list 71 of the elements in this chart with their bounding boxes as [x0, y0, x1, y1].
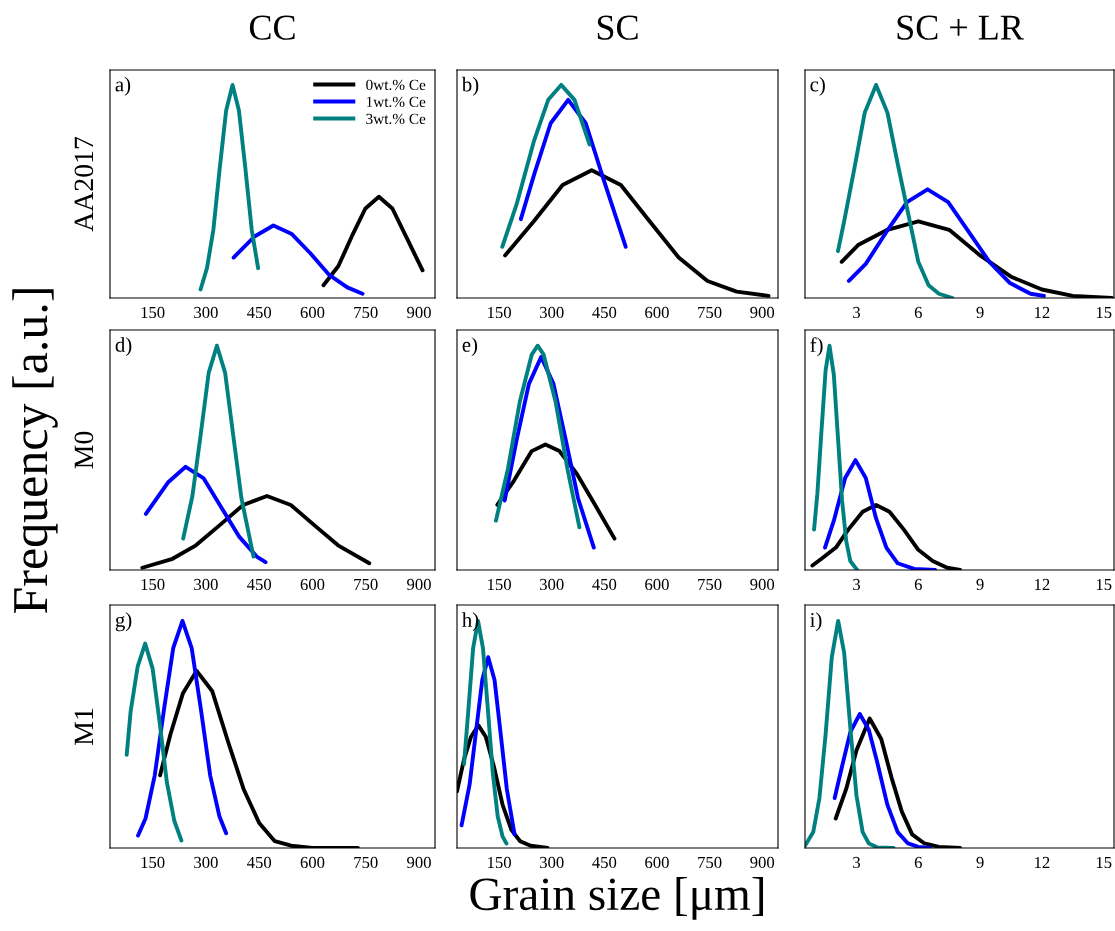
x-tick-label: 300 [540, 578, 564, 591]
x-tick-label: 750 [698, 856, 722, 869]
x-tick-label: 150 [141, 306, 165, 319]
x-tick-label: 15 [1096, 578, 1112, 591]
x-tick-label: 900 [407, 856, 431, 869]
annotation: a) [115, 76, 131, 96]
x-tick-label: 750 [698, 306, 722, 319]
chart-title: SC [597, 15, 638, 40]
legend-label: 3wt.% Ce [366, 113, 426, 125]
x-tick-label: 600 [300, 306, 325, 319]
x-tick-label: 3 [853, 306, 861, 319]
x-tick-label: 900 [407, 306, 431, 319]
text: Frequency [a.u.] [12, 289, 58, 614]
annotation: h) [462, 612, 479, 632]
y-axis-title: AA2017 [74, 136, 94, 232]
legend-label: 1wt.% Ce [366, 96, 426, 108]
x-tick-label: 9 [976, 306, 984, 319]
annotation: c) [810, 76, 825, 96]
annotation: f) [810, 337, 823, 357]
x-tick-label: 900 [750, 856, 775, 869]
x-tick-label: 300 [194, 856, 218, 869]
annotation: e) [462, 337, 478, 357]
x-tick-label: 900 [750, 578, 775, 591]
x-tick-label: 450 [592, 306, 617, 319]
x-tick-label: 6 [914, 306, 922, 319]
x-tick-label: 300 [540, 306, 564, 319]
x-tick-label: 15 [1096, 856, 1112, 869]
x-tick-label: 450 [247, 856, 272, 869]
x-tick-label: 450 [592, 856, 617, 869]
legend-label: 0wt.% Ce [366, 79, 426, 91]
x-tick-label: 6 [914, 856, 922, 869]
x-axis-title: Grain size [μm] [470, 877, 764, 920]
x-tick-label: 12 [1035, 306, 1050, 318]
x-tick-label: 450 [247, 306, 272, 319]
x-tick-label: 15 [1096, 306, 1112, 319]
x-tick-label: 600 [645, 578, 669, 591]
annotation: b) [461, 76, 479, 96]
annotation: g) [115, 612, 132, 632]
x-tick-label: 300 [540, 856, 564, 869]
x-tick-label: 750 [354, 306, 378, 319]
x-tick-label: 150 [488, 306, 511, 319]
x-tick-label: 150 [141, 856, 165, 869]
y-axis-title: M0 [74, 431, 94, 469]
x-tick-label: 150 [488, 578, 511, 591]
x-tick-label: 300 [194, 578, 218, 591]
x-tick-label: 3 [853, 578, 861, 591]
x-tick-label: 3 [853, 856, 861, 869]
chart-title: SC + LR [897, 15, 1024, 40]
x-tick-label: 6 [914, 578, 922, 591]
x-tick-label: 12 [1035, 578, 1050, 590]
y-axis-title: M1 [74, 708, 93, 745]
x-tick-label: 150 [488, 856, 511, 869]
x-tick-label: 450 [247, 578, 272, 591]
x-tick-label: 600 [300, 578, 325, 591]
x-tick-label: 12 [1035, 856, 1050, 868]
annotation: d) [115, 337, 132, 357]
x-tick-label: 600 [645, 856, 669, 869]
x-tick-label: 9 [976, 578, 984, 591]
x-tick-label: 600 [645, 306, 669, 319]
x-tick-label: 300 [194, 306, 218, 319]
x-tick-label: 750 [354, 856, 378, 869]
x-tick-label: 750 [698, 578, 722, 591]
x-tick-label: 150 [141, 578, 165, 591]
x-tick-label: 450 [592, 578, 617, 591]
x-tick-label: 750 [354, 578, 378, 591]
x-tick-label: 600 [300, 856, 325, 869]
x-tick-label: 9 [976, 856, 984, 869]
x-tick-label: 900 [750, 306, 775, 319]
annotation: i) [810, 612, 822, 632]
chart-title: CC [249, 15, 295, 40]
x-tick-label: 900 [407, 578, 431, 591]
